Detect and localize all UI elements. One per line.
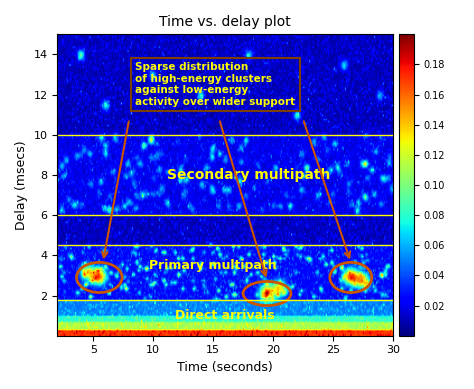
- Y-axis label: Delay (msecs): Delay (msecs): [15, 140, 28, 230]
- Text: Primary multipath: Primary multipath: [149, 259, 277, 272]
- Text: Direct arrivals: Direct arrivals: [175, 309, 275, 322]
- Title: Time vs. delay plot: Time vs. delay plot: [159, 15, 291, 29]
- Text: Sparse distribution
of high-energy clusters
against low-energy
activity over wid: Sparse distribution of high-energy clust…: [135, 62, 295, 107]
- X-axis label: Time (seconds): Time (seconds): [177, 361, 273, 374]
- Text: Secondary multipath: Secondary multipath: [167, 168, 331, 182]
